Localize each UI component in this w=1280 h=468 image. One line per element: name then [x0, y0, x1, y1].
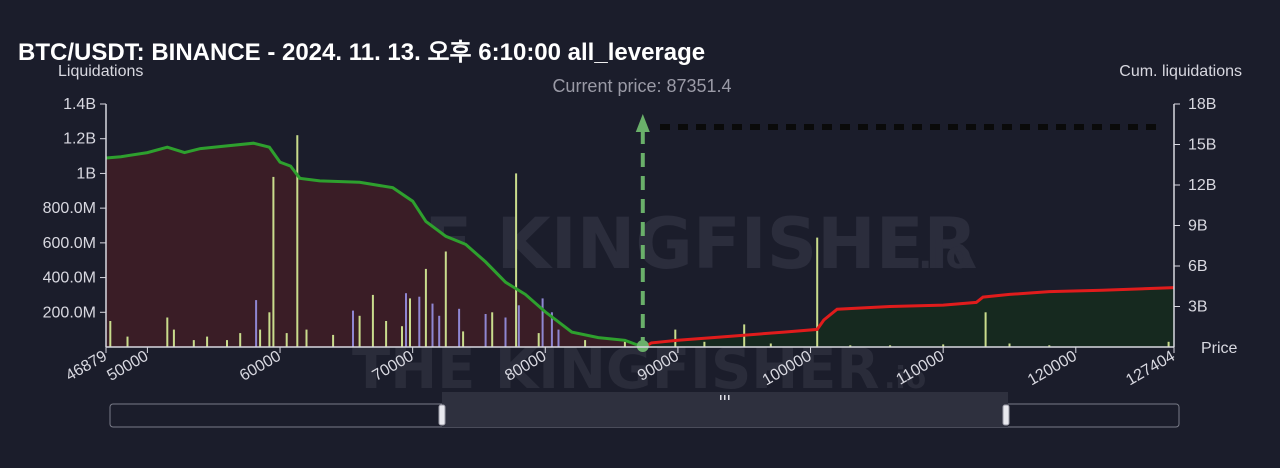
liquidation-bar-alt — [517, 305, 520, 347]
liquidation-bar — [192, 340, 195, 347]
liquidation-bar-alt — [431, 303, 434, 347]
x-tick-label: 50000 — [104, 348, 151, 385]
liquidation-bar — [674, 329, 677, 347]
liquidation-bar — [584, 340, 587, 347]
liquidation-bar — [371, 294, 374, 347]
liquidation-bar — [305, 329, 308, 347]
cum-above-area — [644, 287, 1174, 347]
y-tick-label: 600.0M — [43, 235, 96, 252]
liquidation-bars-alt — [255, 293, 560, 347]
y2-tick-label: 3B — [1188, 299, 1208, 316]
liquidation-bar — [172, 329, 175, 347]
liquidation-bar — [1008, 343, 1011, 347]
liquidation-bar — [515, 173, 518, 347]
cum-below-area — [106, 143, 643, 347]
liquidation-bar — [166, 317, 169, 347]
current-price-dot — [636, 340, 649, 352]
liquidation-bar-alt — [405, 293, 407, 347]
liquidation-bar-alt — [255, 300, 258, 347]
liquidation-bar — [703, 341, 706, 347]
liquidation-bar — [849, 345, 852, 347]
y2-tick-label: 12B — [1188, 177, 1216, 194]
arrow-up-icon — [635, 114, 650, 132]
liquidation-bar — [462, 331, 465, 347]
liquidation-bar — [424, 268, 427, 347]
liquidation-bar — [444, 251, 447, 347]
liquidation-bar — [401, 326, 403, 347]
watermark: THE KINGFISHER .io THE KINGFISHER .io — [318, 203, 977, 402]
liquidation-bar — [109, 321, 112, 347]
liquidation-bar — [816, 237, 819, 347]
liquidation-bar-alt — [550, 312, 553, 347]
liquidation-bar — [385, 321, 388, 347]
liquidation-bar-alt — [352, 310, 354, 347]
watermark-text-2: THE KINGFISHER — [352, 337, 880, 402]
y2-tick-label: 18B — [1188, 96, 1216, 113]
liquidation-bar — [623, 341, 626, 347]
y-axis-label: Liquidations — [58, 63, 143, 80]
y2-tick-label: 6B — [1188, 258, 1208, 275]
x-tick-label: 60000 — [237, 348, 284, 385]
navigator-right-handle[interactable] — [1002, 404, 1010, 426]
y2-axis-label: Cum. liquidations — [1119, 63, 1242, 80]
liquidation-bar-alt — [418, 296, 421, 347]
liquidation-bar — [296, 135, 299, 347]
y-tick-label: 1B — [76, 165, 96, 182]
liquidation-bar — [332, 334, 335, 347]
liquidation-bar-alt — [438, 315, 441, 347]
cum-below-line — [105, 141, 644, 349]
liquidation-bar — [285, 333, 288, 347]
liquidation-bar — [126, 336, 129, 347]
x-tick-label: 120000 — [1025, 348, 1080, 389]
liquidation-bar — [769, 343, 772, 347]
liquidation-bar — [239, 333, 242, 347]
liquidation-bar — [491, 312, 494, 347]
watermark-suffix-2: .io — [884, 361, 926, 396]
liquidation-bar — [889, 345, 892, 347]
range-navigator[interactable] — [109, 392, 1180, 428]
x-tick-label: 46879 — [63, 348, 110, 385]
grip-icon[interactable] — [720, 395, 730, 400]
liquidation-bar — [537, 333, 540, 347]
watermark-suffix: .io — [918, 233, 972, 277]
liquidation-bar-alt — [557, 329, 560, 347]
navigator-left-handle[interactable] — [438, 404, 446, 426]
liquidation-bar — [984, 312, 987, 347]
liquidation-bar — [226, 340, 228, 347]
liquidation-bar — [272, 176, 275, 347]
y-tick-label: 1.2B — [63, 131, 96, 148]
liquidation-bar — [409, 298, 411, 347]
x-axis-label: Price — [1201, 340, 1238, 357]
y-tick-label: 400.0M — [43, 270, 96, 287]
current-price-label: Current price: 87351.4 — [552, 76, 731, 96]
y2-tick-label: 9B — [1188, 218, 1208, 235]
cum-above-line — [644, 286, 1175, 349]
liquidation-bar-alt — [484, 314, 487, 347]
liquidation-bar — [206, 336, 209, 347]
y-axis-ticks: 200.0M 400.0M 600.0M 800.0M 1B 1.2B 1.4B — [43, 96, 106, 321]
liquidation-bar — [268, 312, 271, 347]
current-price-marker — [635, 114, 650, 352]
liquidation-bar — [1048, 345, 1051, 347]
liquidation-bar — [1167, 341, 1170, 347]
y2-tick-label: 15B — [1188, 137, 1216, 154]
liquidation-bar — [942, 344, 945, 347]
liquidation-bar-alt — [541, 298, 544, 347]
y-tick-label: 800.0M — [43, 200, 96, 217]
x-tick-label: 127404 — [1123, 348, 1178, 389]
liquidation-bar-alt — [458, 308, 461, 347]
liquidation-bar-alt — [504, 317, 507, 347]
y-tick-label: 200.0M — [43, 304, 96, 321]
y2-axis-ticks: 3B 6B 9B 12B 15B 18B — [1174, 96, 1216, 316]
liquidation-bar — [358, 315, 361, 347]
chart-title: BTC/USDT: BINANCE - 2024. 11. 13. 오후 6:1… — [18, 39, 706, 66]
liquidation-bar — [259, 329, 262, 347]
y-tick-label: 1.4B — [63, 96, 96, 113]
liquidation-bars — [109, 135, 1170, 347]
